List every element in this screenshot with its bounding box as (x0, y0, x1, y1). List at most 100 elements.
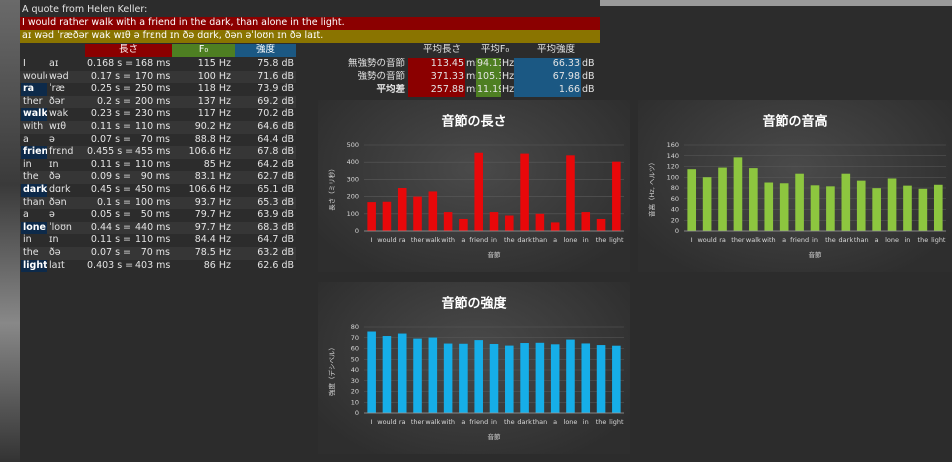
measurement: 85 Hz (172, 159, 233, 172)
bar (551, 344, 560, 413)
measurement: 0.11 s = (85, 159, 133, 172)
bar (687, 169, 696, 231)
syllable: lone (21, 222, 47, 235)
y-tick-label: 500 (347, 141, 359, 149)
ipa: dɑrk (47, 184, 85, 197)
measurement: 70 ms (133, 134, 172, 147)
x-tick-label: ra (399, 418, 406, 426)
x-tick-label: dark (839, 236, 854, 244)
y-tick-label: 80 (671, 184, 679, 192)
x-tick-label: would (377, 236, 396, 244)
measurement: 84.4 Hz (172, 234, 233, 247)
summary-label: 強勢の音節 (300, 71, 407, 84)
bar (459, 219, 468, 231)
x-tick-label: the (825, 236, 836, 244)
chart-panel: 音節の音高020406080100120140160音高（Hz, ヘルツ）音節I… (638, 100, 952, 272)
chart-panel: 音節の強度01020304050607080強度（デシベル）音節Iwouldra… (318, 282, 630, 454)
bar (581, 212, 590, 231)
ipa: ɪn (47, 234, 85, 247)
bar (718, 168, 727, 231)
ipa: laɪt (47, 260, 85, 273)
measurement: 137 Hz (172, 96, 233, 109)
bar (490, 344, 499, 413)
x-tick-label: the (504, 236, 515, 244)
measurement: 403 ms (133, 260, 172, 273)
bar (888, 178, 897, 231)
bar (398, 188, 407, 231)
summary-value: 94.13 (476, 58, 501, 71)
y-tick-label: 100 (347, 210, 359, 218)
ipa: ðər (47, 96, 85, 109)
syllable: friend (21, 146, 47, 159)
summary-value: 113.45 (408, 58, 465, 71)
y-tick-label: 60 (671, 195, 679, 203)
x-tick-label: a (553, 236, 557, 244)
measurement: 73.9 dB (235, 83, 296, 96)
measurement: 0.09 s = (85, 171, 133, 184)
bar (597, 219, 606, 231)
measurement: 250 ms (133, 83, 172, 96)
measurement: 64.4 dB (235, 134, 296, 147)
measurement: 106.6 Hz (172, 146, 233, 159)
summary-header: 平均F₀ (476, 44, 514, 57)
measurement: 450 ms (133, 184, 172, 197)
ipa: wəd (47, 71, 85, 84)
summary-value: 67.98 (514, 71, 581, 84)
y-tick-label: 140 (667, 152, 679, 160)
y-tick-label: 40 (671, 206, 679, 214)
measurement: 0.403 s = (85, 260, 133, 273)
ipa: wɪθ (47, 121, 85, 134)
measurement: 0.455 s = (85, 146, 133, 159)
y-tick-label: 50 (351, 355, 359, 363)
bar (536, 343, 545, 413)
bar (764, 183, 773, 231)
bar (857, 181, 866, 231)
bar (429, 191, 438, 231)
x-tick-label: friend (790, 236, 809, 244)
quote: I would rather walk with a friend in the… (20, 17, 600, 30)
y-tick-label: 160 (667, 141, 679, 149)
bar (505, 346, 514, 413)
x-tick-label: ther (411, 236, 425, 244)
summary-value: 66.33 (514, 58, 581, 71)
measurement: 70.2 dB (235, 108, 296, 121)
syllable: the (21, 247, 47, 260)
syllable: a (21, 209, 47, 222)
bar (872, 188, 881, 231)
ipa: ðə (47, 171, 85, 184)
syllable: would (21, 71, 47, 84)
x-tick-label: I (371, 418, 373, 426)
y-axis-title: 長さ（ミリ秒） (327, 165, 336, 211)
x-tick-label: the (596, 236, 607, 244)
bar (429, 338, 438, 413)
x-tick-label: a (782, 236, 786, 244)
measurement: 110 ms (133, 234, 172, 247)
measurement: 110 ms (133, 159, 172, 172)
summary-header: 平均長さ (408, 44, 476, 57)
measurement: 67.8 dB (235, 146, 296, 159)
x-axis-title: 音節 (809, 250, 823, 259)
x-tick-label: ther (411, 418, 425, 426)
y-tick-label: 120 (667, 163, 679, 171)
y-tick-label: 100 (667, 173, 679, 181)
ipa-transcription: aɪ wəd ˈræðər wak wɪθ ə frɛnd ɪn ðə dɑrk… (20, 30, 600, 43)
measurement: 0.11 s = (85, 234, 133, 247)
bar (903, 186, 912, 231)
x-tick-label: the (504, 418, 515, 426)
syllable: a (21, 134, 47, 147)
bar (811, 185, 820, 231)
x-tick-label: with (762, 236, 776, 244)
ipa: ɪn (47, 159, 85, 172)
x-tick-label: lone (564, 418, 578, 426)
unit: Hz (501, 71, 514, 84)
summary-value: 1.66 (514, 84, 581, 97)
chart: 音節の強度01020304050607080強度（デシベル）音節Iwouldra… (318, 282, 630, 454)
ipa: wak (47, 108, 85, 121)
x-tick-label: ra (399, 236, 406, 244)
bar (383, 202, 392, 231)
measurement: 110 ms (133, 121, 172, 134)
x-tick-label: in (583, 236, 589, 244)
measurement: 0.07 s = (85, 134, 133, 147)
x-tick-label: than (532, 236, 547, 244)
x-tick-label: light (609, 236, 624, 244)
